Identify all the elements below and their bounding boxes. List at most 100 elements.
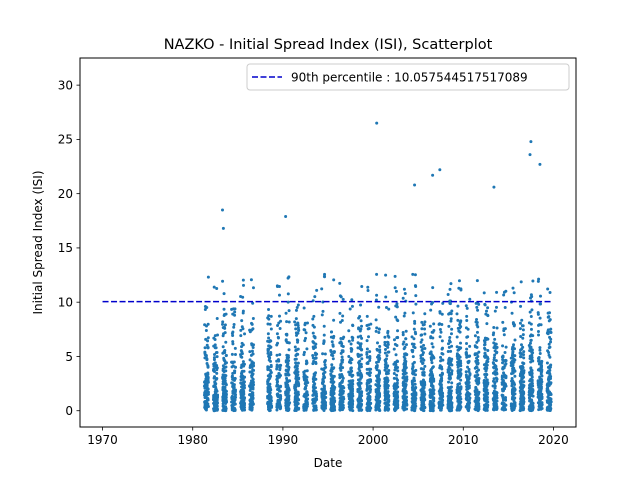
data-point <box>459 397 463 401</box>
data-point <box>338 311 342 315</box>
data-point <box>383 335 387 339</box>
data-point <box>365 355 369 359</box>
data-point <box>438 335 442 339</box>
data-point <box>356 341 360 345</box>
data-point <box>439 383 443 387</box>
data-point <box>450 369 454 373</box>
data-point <box>320 395 324 399</box>
data-point <box>483 372 487 376</box>
data-point <box>378 350 382 354</box>
data-point <box>276 374 280 378</box>
data-point <box>304 398 308 402</box>
data-point <box>340 380 344 384</box>
data-point <box>223 399 227 403</box>
data-point <box>519 398 523 402</box>
data-point <box>465 318 469 322</box>
data-point <box>312 377 316 381</box>
data-point <box>223 349 227 353</box>
data-point <box>530 380 534 384</box>
data-point <box>312 383 316 387</box>
data-point <box>467 369 471 373</box>
data-point <box>466 354 470 358</box>
data-point <box>439 380 443 384</box>
data-point <box>251 372 255 376</box>
data-point <box>287 366 291 370</box>
data-point <box>239 381 243 385</box>
data-point <box>538 385 542 389</box>
data-point <box>449 317 453 321</box>
data-point <box>477 302 481 306</box>
data-point <box>341 407 345 411</box>
data-point <box>423 381 427 385</box>
data-point <box>495 390 499 394</box>
data-point <box>545 361 549 365</box>
data-point <box>548 364 552 368</box>
data-point <box>492 356 496 360</box>
data-point <box>447 388 451 392</box>
data-point <box>401 376 405 380</box>
data-point <box>502 382 506 386</box>
data-point <box>538 348 542 352</box>
data-point <box>491 384 495 388</box>
data-point <box>528 397 532 401</box>
data-point <box>402 405 406 409</box>
data-point <box>446 394 450 398</box>
data-point <box>331 343 335 347</box>
x-tick-label: 2010 <box>448 433 479 447</box>
data-point <box>224 353 228 357</box>
data-point <box>267 366 271 370</box>
data-point <box>286 292 290 296</box>
data-point <box>495 371 499 375</box>
data-point <box>467 374 471 378</box>
data-point <box>377 354 381 358</box>
data-point <box>297 383 301 387</box>
data-point <box>239 366 243 370</box>
data-point <box>475 305 479 309</box>
data-point <box>441 352 445 356</box>
data-point <box>359 319 363 323</box>
data-point <box>340 349 344 353</box>
data-point <box>456 369 460 373</box>
data-point <box>538 397 542 401</box>
data-point <box>422 392 426 396</box>
data-point <box>510 311 514 315</box>
data-point <box>268 322 272 326</box>
data-point <box>519 304 523 308</box>
data-point <box>302 328 306 332</box>
data-point <box>501 389 505 393</box>
data-point <box>214 346 218 350</box>
data-point <box>403 399 407 403</box>
data-point <box>411 364 415 368</box>
data-point <box>548 355 552 359</box>
data-point <box>522 350 526 354</box>
data-point <box>413 373 417 377</box>
data-point <box>383 347 387 351</box>
data-point <box>378 391 382 395</box>
data-point <box>302 353 306 357</box>
data-point <box>266 382 270 386</box>
data-point <box>501 402 505 406</box>
data-point <box>512 404 516 408</box>
data-point <box>296 352 300 356</box>
data-point <box>251 346 255 350</box>
x-axis: 1970 1980 1990 2000 2010 2020 <box>87 427 569 447</box>
data-point <box>475 320 479 324</box>
data-point <box>432 404 436 408</box>
data-point <box>223 373 227 377</box>
data-point <box>465 306 469 310</box>
data-point <box>484 369 488 373</box>
data-point <box>438 364 442 368</box>
data-point <box>242 404 246 408</box>
data-point <box>402 314 406 318</box>
data-point <box>411 387 415 391</box>
data-point <box>519 392 523 396</box>
data-point <box>203 307 207 311</box>
data-point <box>440 386 444 390</box>
data-point <box>375 293 379 297</box>
data-point <box>222 307 226 311</box>
data-point <box>440 398 444 402</box>
data-point <box>529 387 533 391</box>
data-point <box>275 383 279 387</box>
data-point <box>539 302 543 306</box>
data-point <box>294 308 298 312</box>
